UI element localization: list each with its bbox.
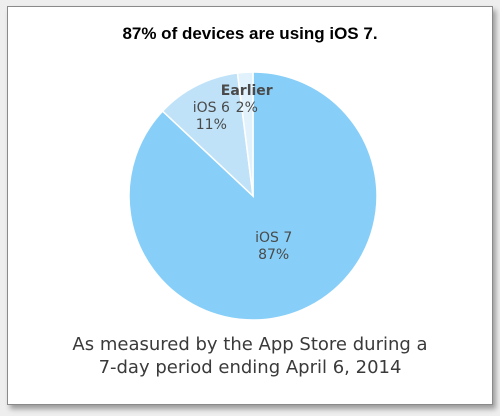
pie-slice-ios-7	[128, 71, 378, 321]
slice-value-earlier: 2%	[236, 100, 258, 116]
slice-label-earlier: Earlier	[221, 83, 273, 99]
caption-line-2: 7-day period ending April 6, 2014	[98, 357, 402, 378]
pie-slice-earlier	[236, 71, 254, 197]
pie-slice-ios-6	[161, 72, 255, 198]
slice-label-ios-7: iOS 7	[255, 230, 292, 246]
chart-caption: As measured by the App Store during a 7-…	[8, 333, 492, 379]
slice-value-ios-6: 11%	[196, 117, 227, 133]
slice-value-ios-7: 87%	[258, 247, 289, 263]
caption-line-1: As measured by the App Store during a	[72, 334, 428, 355]
chart-title: 87% of devices are using iOS 7.	[122, 24, 378, 43]
chart-frame: 87% of devices are using iOS 7. iOS 7 87%…	[7, 6, 493, 405]
slice-label-ios-6: iOS 6	[193, 100, 230, 116]
